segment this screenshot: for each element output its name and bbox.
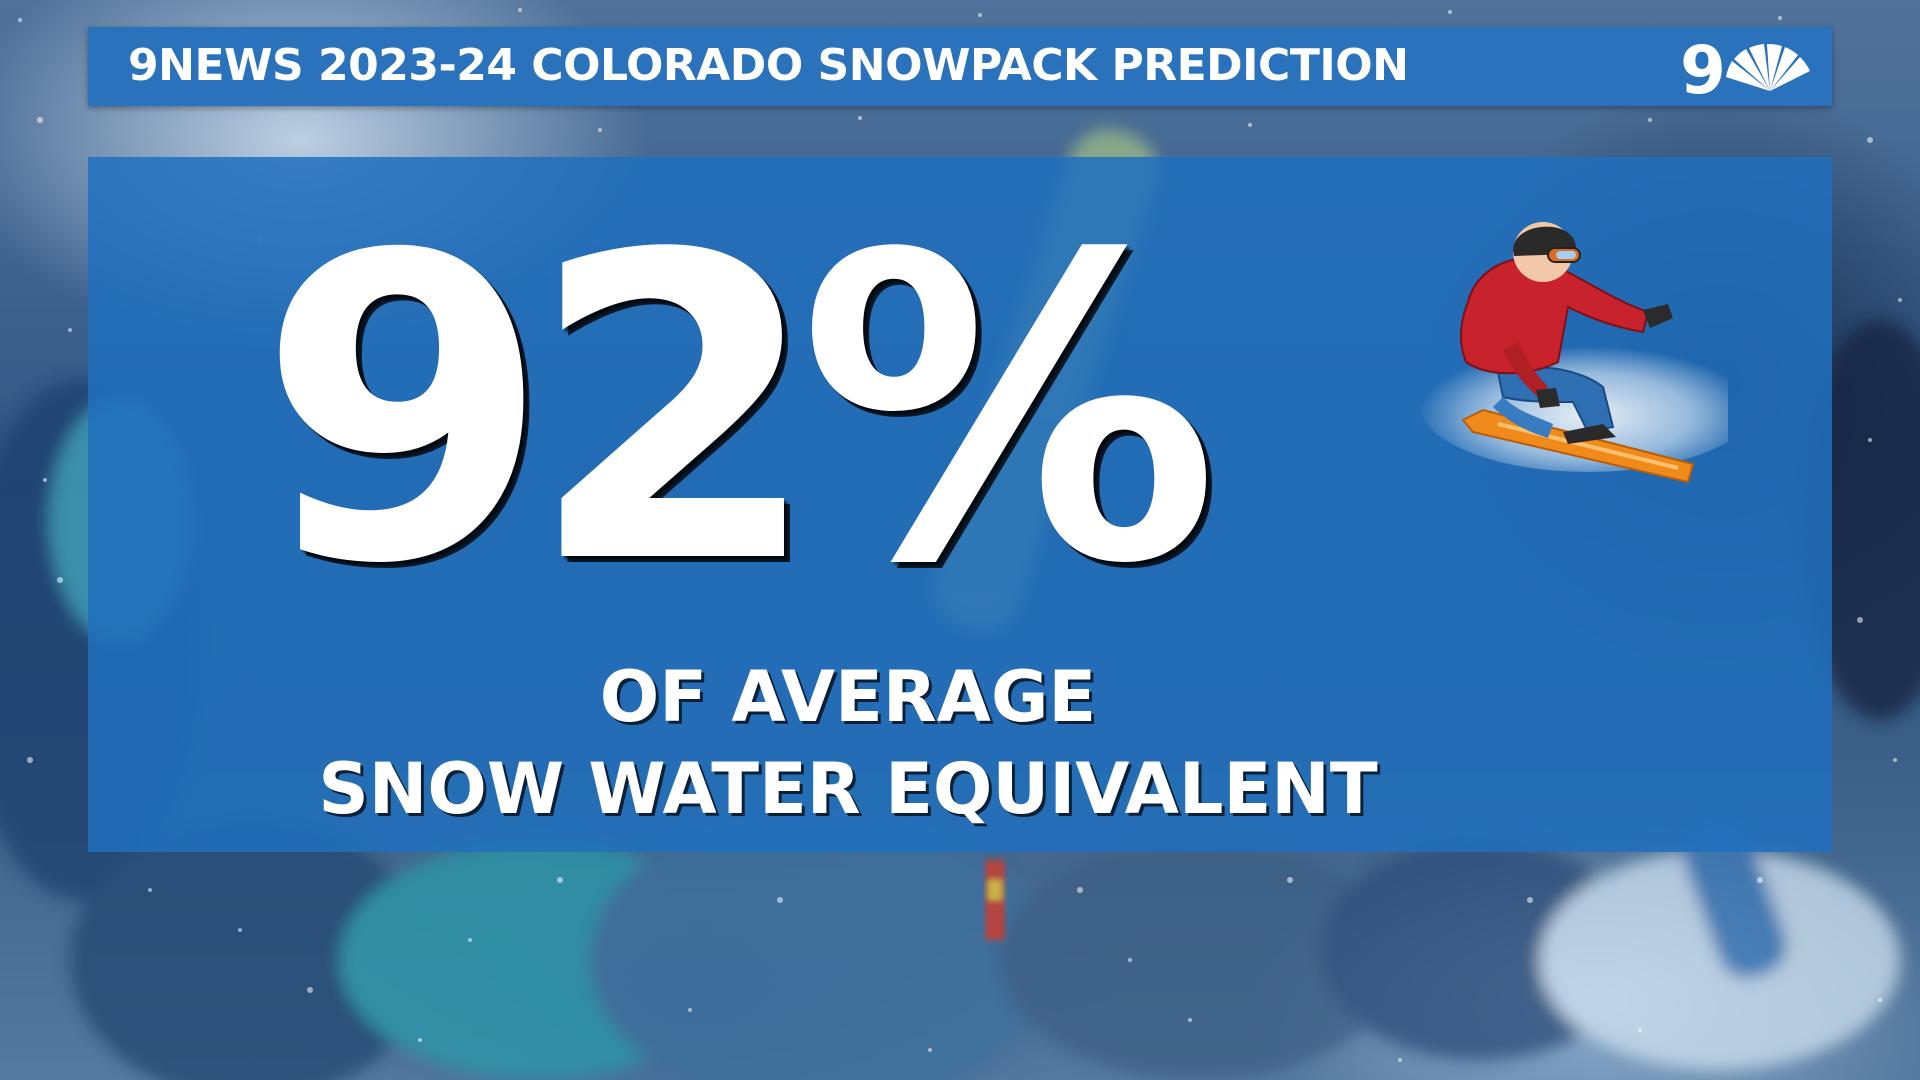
- title-bar: 9NEWS 2023-24 COLORADO SNOWPACK PREDICTI…: [88, 27, 1832, 106]
- subtitle-of-average: OF AVERAGE: [599, 656, 1097, 738]
- snowpack-percent: 92%: [258, 167, 1219, 656]
- page-title: 9NEWS 2023-24 COLORADO SNOWPACK PREDICTI…: [128, 40, 1409, 91]
- main-panel: 92%: [88, 157, 1832, 852]
- snowboarder-icon: [1418, 222, 1728, 484]
- svg-text:9: 9: [1680, 33, 1726, 101]
- 9-nbc-peacock-logo: 9: [1680, 33, 1810, 101]
- subtitle-snow-water-equivalent: SNOW WATER EQUIVALENT: [318, 748, 1378, 830]
